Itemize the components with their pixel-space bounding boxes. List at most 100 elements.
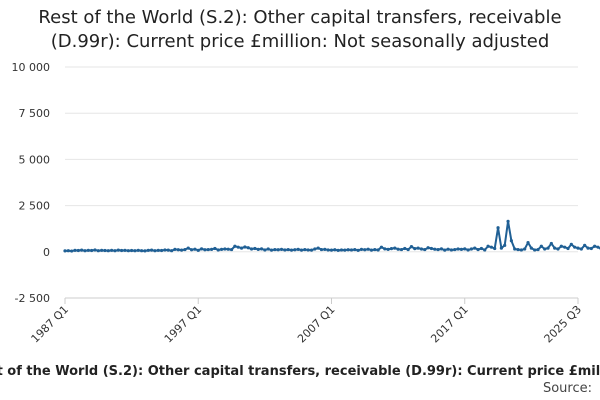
series-layer: [63, 219, 600, 253]
data-point: [466, 248, 470, 252]
data-point: [203, 248, 207, 252]
data-point: [313, 247, 317, 251]
data-point: [389, 247, 394, 251]
data-point: [496, 226, 500, 230]
data-point: [116, 248, 120, 252]
data-point: [186, 246, 190, 250]
data-point: [363, 248, 367, 252]
data-point: [443, 248, 447, 252]
data-point: [243, 245, 247, 249]
x-tick-label: 2007 Q1: [295, 303, 338, 346]
data-point: [343, 248, 347, 252]
data-point: [346, 248, 350, 252]
data-point: [150, 248, 154, 252]
data-point: [536, 247, 540, 252]
data-point: [523, 247, 527, 251]
data-point: [136, 248, 140, 252]
data-point: [429, 246, 434, 251]
data-point: [403, 246, 407, 251]
data-point: [386, 247, 390, 251]
data-point: [193, 247, 197, 251]
data-point: [209, 247, 214, 251]
series-label-text: Rest of the World (S.2): Other capital t…: [0, 364, 600, 379]
data-point: [289, 248, 294, 252]
data-point: [549, 241, 553, 246]
data-point: [503, 243, 507, 247]
data-point: [436, 247, 440, 252]
data-point: [406, 247, 410, 252]
data-point: [110, 248, 114, 252]
data-point: [553, 246, 557, 250]
data-point: [573, 245, 577, 249]
data-point: [433, 247, 437, 251]
y-axis: -2 500 0 2 500 5 000 7 500 10 000: [12, 61, 51, 305]
data-point: [253, 246, 257, 251]
data-point: [446, 247, 450, 251]
gridlines: [65, 66, 578, 299]
data-point: [509, 239, 513, 243]
data-point: [516, 247, 520, 252]
data-point: [96, 249, 100, 253]
data-point: [256, 247, 260, 251]
data-point: [263, 248, 267, 252]
data-point: [506, 219, 510, 223]
data-point: [140, 249, 144, 253]
data-point: [416, 246, 420, 250]
data-point: [379, 245, 384, 249]
data-point: [113, 249, 117, 253]
data-point: [569, 242, 573, 247]
data-point: [486, 244, 490, 248]
x-tick-label: 2017 Q1: [428, 303, 471, 346]
data-point: [133, 249, 137, 253]
y-tick-label: -2 500: [15, 292, 50, 305]
data-point: [533, 248, 537, 252]
data-point: [229, 247, 234, 252]
data-point: [563, 245, 567, 249]
data-point: [173, 247, 177, 251]
data-point: [413, 247, 417, 251]
data-point: [126, 249, 130, 253]
data-point: [160, 248, 164, 253]
data-point: [319, 247, 324, 252]
data-point: [259, 247, 264, 251]
data-point: [303, 247, 307, 252]
data-point: [163, 248, 167, 252]
data-point: [219, 247, 224, 251]
data-point: [103, 248, 107, 253]
data-point: [283, 248, 287, 252]
data-point: [239, 246, 244, 250]
data-point: [80, 248, 84, 252]
data-point: [579, 247, 583, 251]
data-point: [333, 248, 337, 252]
data-point: [90, 248, 94, 253]
x-tick-label: 1987 Q1: [29, 303, 72, 346]
data-point: [279, 247, 284, 251]
chart-title: Rest of the World (S.2): Other capital t…: [0, 6, 600, 54]
data-point: [299, 248, 304, 252]
data-point: [246, 246, 250, 250]
data-point: [213, 246, 217, 251]
data-point: [356, 248, 360, 252]
data-point: [476, 247, 480, 252]
data-point: [166, 248, 170, 252]
data-point: [100, 248, 104, 252]
data-point: [66, 249, 70, 253]
data-point: [236, 245, 240, 249]
data-point: [273, 247, 277, 252]
data-point: [359, 247, 364, 251]
data-point: [366, 247, 370, 251]
data-point: [499, 246, 503, 250]
data-point: [409, 245, 414, 249]
data-point: [83, 249, 87, 253]
data-point: [276, 248, 280, 252]
data-point: [493, 246, 497, 251]
data-point: [393, 246, 397, 250]
data-point: [483, 248, 487, 252]
data-point: [70, 249, 74, 253]
data-point: [596, 245, 600, 249]
data-point: [419, 247, 424, 251]
data-point: [546, 246, 550, 250]
y-tick-label: 5 000: [19, 153, 51, 166]
data-point: [373, 247, 377, 252]
data-point: [479, 246, 483, 251]
